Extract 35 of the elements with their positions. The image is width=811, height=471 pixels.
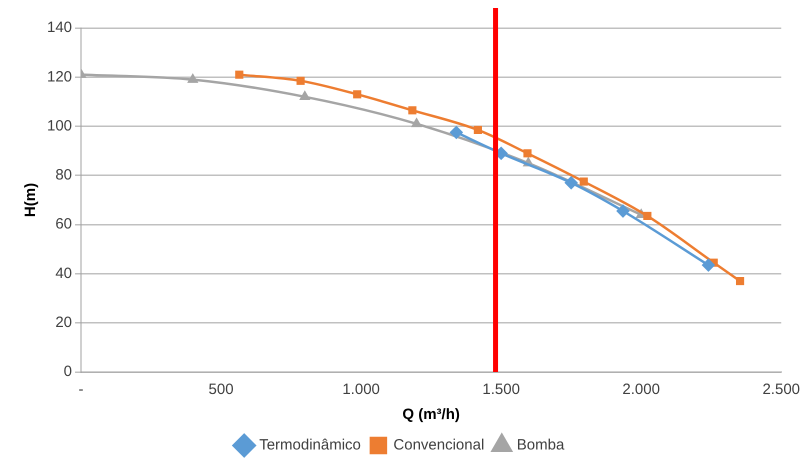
x-tick-label: 2.500 <box>762 381 800 398</box>
y-tick-label: 20 <box>55 314 72 331</box>
y-tick-label: 120 <box>46 68 72 86</box>
point <box>408 106 416 114</box>
x-tick-label: 500 <box>208 381 234 398</box>
x-axis-title: Q (m³/h) <box>402 406 460 424</box>
point <box>736 277 744 286</box>
y-tick-label: 100 <box>46 117 72 134</box>
point <box>474 126 482 134</box>
legend-label: Convencional <box>393 436 484 454</box>
point <box>643 212 652 220</box>
x-tick-label: 1.500 <box>482 381 520 398</box>
point <box>616 204 630 218</box>
point <box>353 90 362 98</box>
point <box>523 149 532 158</box>
point <box>235 70 244 79</box>
point <box>580 177 588 186</box>
y-tick-label: 80 <box>55 166 72 184</box>
x-tick-label: 1.000 <box>342 381 380 398</box>
point <box>296 76 305 85</box>
x-tick-label: 2.000 <box>622 381 660 398</box>
legend-label: Termodinâmico <box>259 436 361 454</box>
point <box>188 74 198 83</box>
point <box>564 176 578 190</box>
y-tick-label: 140 <box>46 19 72 36</box>
y-tick-label: 40 <box>55 264 72 282</box>
y-tick-label: 0 <box>64 363 72 380</box>
point <box>412 118 422 128</box>
point <box>300 92 310 100</box>
y-axis-title: H(m) <box>22 182 40 218</box>
point <box>450 126 463 139</box>
x-tick-label: - <box>78 381 84 398</box>
point <box>702 258 715 272</box>
y-tick-label: 60 <box>55 216 72 233</box>
legend-label: Bomba <box>516 436 565 454</box>
